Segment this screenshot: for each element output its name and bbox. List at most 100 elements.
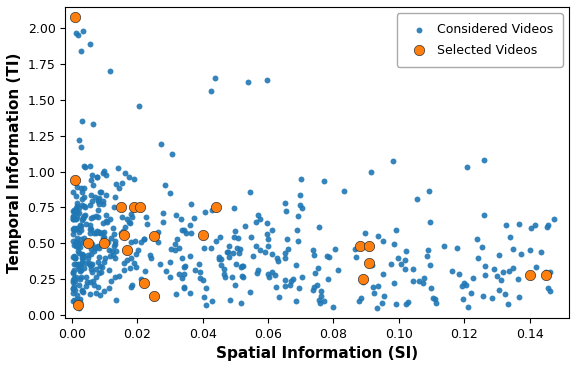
Considered Videos [325,254,334,260]
Considered Videos [103,219,112,225]
Considered Videos [105,268,114,273]
Considered Videos [105,285,114,291]
Considered Videos [543,286,552,291]
Considered Videos [74,305,84,311]
Considered Videos [86,279,95,285]
Considered Videos [97,263,107,269]
Considered Videos [514,220,523,226]
Considered Videos [369,284,378,290]
Considered Videos [88,121,97,127]
Considered Videos [186,222,195,227]
Considered Videos [392,301,401,307]
Considered Videos [230,282,240,288]
Considered Videos [536,249,545,255]
Considered Videos [71,30,81,36]
Considered Videos [77,196,86,202]
Considered Videos [316,288,325,294]
Considered Videos [89,230,98,236]
Considered Videos [315,224,324,230]
Considered Videos [195,269,204,275]
Considered Videos [88,261,97,267]
Considered Videos [96,292,105,298]
Considered Videos [253,270,262,276]
Considered Videos [96,189,105,195]
Considered Videos [77,188,86,194]
Considered Videos [106,216,115,222]
Considered Videos [159,210,168,216]
Considered Videos [70,255,79,261]
Considered Videos [111,238,120,244]
Considered Videos [96,263,105,269]
Considered Videos [130,238,139,244]
Considered Videos [526,224,536,230]
Considered Videos [323,253,332,259]
Considered Videos [246,234,255,240]
Considered Videos [232,261,241,266]
Considered Videos [126,220,135,226]
Considered Videos [289,276,298,282]
Considered Videos [408,278,417,284]
Selected Videos [130,205,139,210]
Considered Videos [94,270,104,276]
Considered Videos [101,172,111,178]
Considered Videos [479,158,488,163]
Considered Videos [219,266,229,272]
Considered Videos [237,264,246,270]
Considered Videos [286,282,295,288]
Considered Videos [389,241,399,247]
Considered Videos [73,238,82,244]
Considered Videos [237,273,247,279]
Considered Videos [86,192,95,198]
Considered Videos [314,297,324,303]
Considered Videos [92,290,101,296]
Considered Videos [373,283,382,289]
Considered Videos [111,297,120,303]
Considered Videos [71,261,80,267]
Considered Videos [73,200,82,206]
Considered Videos [131,264,141,270]
Considered Videos [172,236,181,242]
Considered Videos [228,275,237,280]
Considered Videos [82,242,92,248]
Considered Videos [175,245,184,251]
Considered Videos [95,195,104,201]
Considered Videos [120,170,129,176]
Considered Videos [103,239,112,245]
Considered Videos [120,261,129,266]
Considered Videos [134,247,143,253]
Considered Videos [109,231,119,237]
Considered Videos [86,266,96,272]
Considered Videos [69,208,78,214]
Considered Videos [374,233,383,239]
Considered Videos [179,271,188,277]
Considered Videos [530,222,540,228]
Considered Videos [176,216,185,222]
Considered Videos [74,137,84,143]
Considered Videos [94,201,104,207]
Considered Videos [139,236,149,242]
Considered Videos [114,185,123,191]
Considered Videos [283,236,292,242]
Considered Videos [291,298,300,304]
Considered Videos [79,265,89,270]
Considered Videos [355,298,364,304]
Considered Videos [93,207,103,213]
Considered Videos [70,209,79,215]
Considered Videos [141,268,150,274]
Considered Videos [76,48,85,54]
Considered Videos [109,252,118,258]
Considered Videos [171,291,180,297]
Considered Videos [452,245,461,251]
Considered Videos [493,273,502,279]
Considered Videos [549,216,558,222]
Considered Videos [91,244,100,250]
Considered Videos [109,226,118,231]
Considered Videos [81,221,90,227]
Considered Videos [112,248,121,254]
Considered Videos [85,41,94,47]
Considered Videos [69,275,78,281]
Considered Videos [69,254,78,260]
Considered Videos [273,258,282,264]
Considered Videos [76,223,85,229]
Considered Videos [69,226,78,231]
